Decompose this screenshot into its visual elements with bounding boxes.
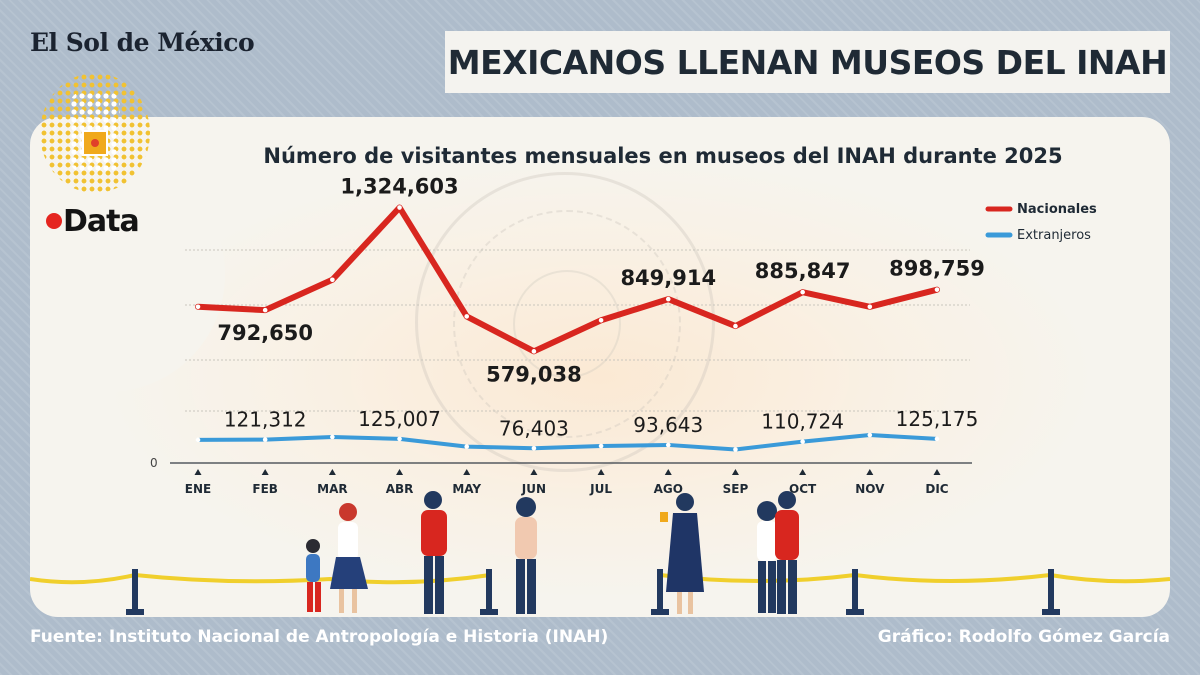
couple-figure <box>757 491 799 614</box>
woman-figure <box>330 503 368 613</box>
series-line-nacionales <box>195 204 940 355</box>
data-point-jun <box>531 445 537 451</box>
data-label-nacionales-jun: 579,038 <box>486 362 582 386</box>
tick-marker-ene <box>194 469 202 475</box>
x-tick-label-feb: FEB <box>252 482 278 496</box>
chart-panel <box>30 117 1170 617</box>
data-point-dic <box>934 287 940 292</box>
rope-barrier <box>30 569 1170 615</box>
data-point-mar <box>330 277 335 283</box>
data-point-oct <box>800 439 805 444</box>
data-label-extranjeros-oct: 110,724 <box>761 410 844 434</box>
data-point-jul <box>598 317 604 323</box>
headline-box: MEXICANOS LLENAN MUSEOS DEL INAH <box>445 31 1170 93</box>
data-point-dic <box>934 436 940 442</box>
data-point-jul <box>598 443 604 449</box>
data-logo: Data <box>46 201 161 241</box>
data-logo-text: Data <box>63 203 140 239</box>
chart-grid <box>185 249 970 412</box>
data-label-nacionales-abr: 1,324,603 <box>340 175 458 199</box>
data-point-ago <box>665 296 671 302</box>
logo-badge <box>30 157 225 392</box>
x-tick-label-oct: OCT <box>789 482 817 496</box>
data-label-extranjeros-abr: 125,007 <box>358 407 441 431</box>
credit-note: Gráfico: Rodolfo Gómez García <box>877 627 1170 647</box>
legend-label-extranjeros: Extranjeros <box>1017 228 1091 243</box>
x-tick-label-jun: JUN <box>521 482 546 496</box>
x-axis: 0 ENE FEB MAR ABR MAY JUN JUL AGO SEP OCT NOV DIC <box>150 456 972 496</box>
tick-marker-ago <box>664 469 672 475</box>
tick-marker-dic <box>933 469 941 475</box>
data-label-nacionales-dic: 898,759 <box>889 257 985 281</box>
tick-marker-sep <box>731 469 739 475</box>
data-point-mar <box>330 434 335 440</box>
series-extranjeros: 121,312 125,007 76,403 93,643 110,724 125,175 <box>195 407 979 452</box>
x-tick-label-ago: AGO <box>654 482 683 496</box>
data-label-extranjeros-ago: 93,643 <box>633 413 703 437</box>
chart-series: 792,650 1,324,603 579,038 849,914 885,847 898… <box>195 175 985 452</box>
data-point-oct <box>800 289 805 295</box>
series-nacionales: 792,650 1,324,603 579,038 849,914 885,847 898… <box>195 175 985 386</box>
data-point-may <box>464 444 470 449</box>
data-label-nacionales-feb: 792,650 <box>217 321 313 345</box>
data-point-jun <box>531 349 537 354</box>
x-tick-label-jul: JUL <box>589 482 612 496</box>
visitors-illustration <box>30 491 1170 615</box>
visitor-figure <box>515 497 537 614</box>
legend-label-nacionales: Nacionales <box>1017 202 1097 217</box>
series-line-extranjeros <box>196 433 939 452</box>
red-dot-icon <box>46 213 62 229</box>
sun-dots-core <box>82 130 108 156</box>
tick-marker-jun <box>530 469 538 475</box>
tick-marker-nov <box>866 469 874 475</box>
man-figure <box>421 491 447 614</box>
data-point-nov <box>867 432 873 438</box>
data-label-nacionales-oct: 885,847 <box>755 259 851 283</box>
data-point-abr <box>397 205 402 210</box>
x-tick-label-sep: SEP <box>723 482 749 496</box>
data-point-feb <box>262 307 268 313</box>
x-tick-label-dic: DIC <box>925 482 948 496</box>
chart-title: Número de visitantes mensuales en museos… <box>263 144 1062 168</box>
data-point-sep <box>733 323 738 329</box>
data-point-nov <box>867 304 873 310</box>
tick-marker-abr <box>396 469 404 475</box>
data-point-ene <box>195 304 201 310</box>
data-label-nacionales-ago: 849,914 <box>620 266 716 290</box>
x-tick-label-may: MAY <box>452 482 481 496</box>
data-point-ene <box>195 437 201 443</box>
data-point-ago <box>665 442 671 448</box>
aztec-calendar-watermark <box>415 172 715 472</box>
tick-marker-mar <box>328 469 336 475</box>
data-label-extranjeros-jun: 76,403 <box>499 416 569 440</box>
tick-marker-may <box>463 469 471 475</box>
data-label-extranjeros-dic: 125,175 <box>896 407 979 431</box>
chart-legend: Nacionales Extranjeros <box>985 202 1097 243</box>
data-point-sep <box>733 447 738 452</box>
tick-marker-oct <box>799 469 807 475</box>
data-label-extranjeros-feb: 121,312 <box>224 408 307 432</box>
tick-marker-jul <box>597 469 605 475</box>
headline: MEXICANOS LLENAN MUSEOS DEL INAH <box>447 42 1168 82</box>
data-point-may <box>464 314 470 319</box>
tick-marker-feb <box>261 469 269 475</box>
data-point-abr <box>397 436 402 442</box>
x-tick-label-ene: ENE <box>185 482 211 496</box>
photographer-figure <box>660 493 704 614</box>
x-tick-label-mar: MAR <box>317 482 347 496</box>
data-point-feb <box>262 437 268 442</box>
source-note: Fuente: Instituto Nacional de Antropolog… <box>30 627 609 647</box>
brand-logo: El Sol de México <box>30 28 255 57</box>
child-figure <box>306 539 321 612</box>
y-tick-label: 0 <box>150 456 158 470</box>
x-tick-label-abr: ABR <box>386 482 414 496</box>
x-tick-label-nov: NOV <box>855 482 885 496</box>
